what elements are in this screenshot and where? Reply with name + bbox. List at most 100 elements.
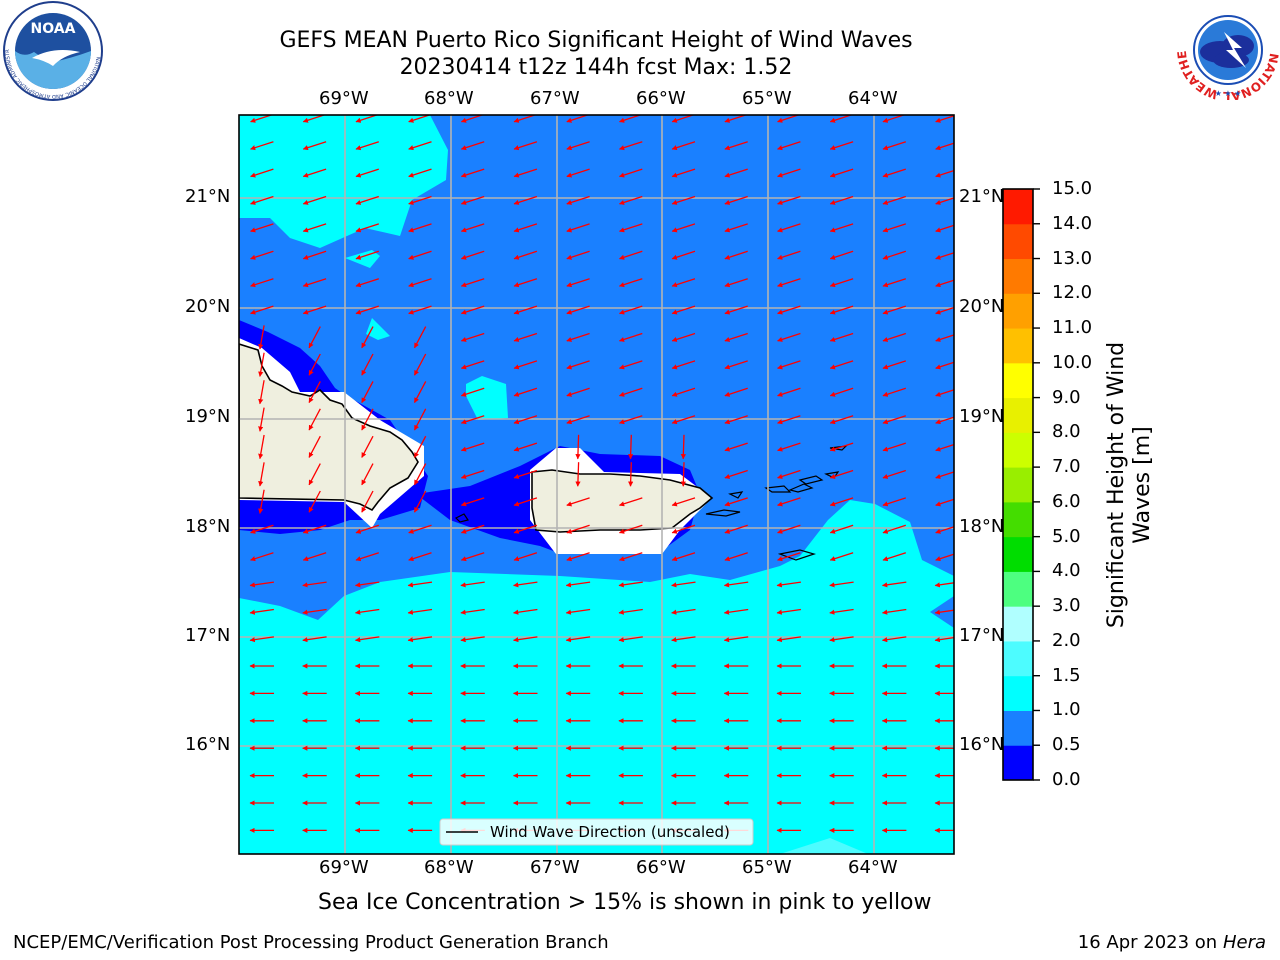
lon-label-top: 66°W <box>636 88 686 109</box>
wave-direction-arrow <box>250 250 274 260</box>
wave-direction-arrow <box>302 524 327 534</box>
wave-direction-arrow <box>250 141 274 151</box>
colorbar-level <box>1003 640 1033 677</box>
wave-direction-arrow <box>777 141 801 151</box>
wave-direction-arrow <box>829 195 854 205</box>
colorbar-level <box>1003 571 1033 607</box>
wave-direction-arrow <box>723 636 749 643</box>
wave-direction-arrow <box>513 469 538 479</box>
wave-direction-arrow <box>354 608 380 615</box>
chart-title-line2: 20230414 t12z 144h fcst Max: 1.52 <box>399 55 793 80</box>
wave-direction-arrow <box>829 581 854 588</box>
wave-direction-arrow <box>671 552 696 562</box>
lat-label-right: 17°N <box>959 625 1005 646</box>
colorbar-tick-label: 2.0 <box>1052 629 1081 651</box>
wave-direction-arrow <box>777 223 801 233</box>
wave-direction-arrow <box>566 168 590 178</box>
wave-direction-arrow <box>724 168 748 178</box>
wave-direction-arrow <box>460 278 485 288</box>
wave-direction-arrow <box>408 223 432 233</box>
wave-direction-arrow <box>934 582 954 588</box>
wave-direction-arrow <box>413 381 427 404</box>
wave-direction-arrow <box>777 360 801 370</box>
wave-direction-arrow <box>723 608 749 615</box>
colorbar-level <box>1003 536 1033 572</box>
wave-direction-arrow <box>829 524 854 534</box>
wave-direction-arrow <box>881 581 907 588</box>
wave-direction-arrow <box>361 490 374 513</box>
wave-direction-arrow <box>619 223 643 233</box>
wave-direction-arrow <box>934 636 954 643</box>
wave-direction-arrow <box>619 168 643 178</box>
svg-text:★ ★ ★: ★ ★ ★ <box>1215 89 1242 98</box>
wave-direction-arrow <box>724 250 748 260</box>
wave-direction-arrow <box>935 443 954 452</box>
wave-direction-arrow <box>829 332 854 342</box>
colorbar-tick-label: 5.0 <box>1052 525 1081 547</box>
wave-direction-arrow <box>776 608 801 615</box>
wave-direction-arrow <box>882 332 907 342</box>
wave-direction-arrow <box>355 168 380 178</box>
wave-direction-arrow <box>302 552 327 562</box>
colorbar-tick-label: 3.0 <box>1052 595 1081 617</box>
lon-label-top: 68°W <box>424 88 474 109</box>
wave-direction-arrow <box>724 497 748 507</box>
wave-direction-arrow <box>619 332 643 342</box>
wave-direction-arrow <box>513 581 538 588</box>
island-st-croix <box>777 549 817 561</box>
lat-label-right: 21°N <box>959 186 1005 207</box>
colorbar-label: Significant Height of Wind Waves [m] <box>1104 190 1156 780</box>
colorbar-frame <box>1002 188 1034 781</box>
footer-right: 16 Apr 2023 on Hera <box>1078 932 1266 953</box>
wave-direction-arrow <box>413 353 427 376</box>
wave-direction-arrow <box>258 352 265 377</box>
wave-direction-arrow <box>361 408 374 431</box>
wave-direction-arrow <box>566 387 590 397</box>
wave-direction-arrow <box>302 141 327 151</box>
wave-direction-arrow <box>250 278 274 288</box>
wave-direction-arrow <box>513 442 538 452</box>
wave-direction-arrow <box>934 609 954 615</box>
wave-direction-arrow <box>258 462 265 487</box>
noaa-logo: NOAA NATIONAL OCEANIC AND ATMOSPHERIC AD… <box>0 0 104 102</box>
wave-direction-arrow <box>258 325 265 350</box>
wave-direction-arrow <box>882 497 907 507</box>
wave-direction-arrow <box>618 636 643 643</box>
colorbar-tick-label: 7.0 <box>1052 456 1081 478</box>
colorbar-tick-label: 4.0 <box>1052 560 1081 582</box>
wave-direction-arrow <box>671 223 696 233</box>
wave-direction-arrow <box>408 195 432 205</box>
wave-direction-arrow <box>671 168 696 178</box>
wave-direction-arrow <box>777 415 801 425</box>
wave-direction-arrow <box>361 435 374 458</box>
wave-direction-arrow <box>777 387 801 397</box>
wave-direction-arrow <box>724 195 748 205</box>
wave-direction-arrow <box>249 608 274 615</box>
lat-label-left: 17°N <box>185 625 231 646</box>
wave-direction-arrow <box>935 115 954 123</box>
colorbar-tick-label: 13.0 <box>1052 247 1093 269</box>
wave-direction-arrow <box>308 490 321 513</box>
wave-direction-arrow <box>302 305 327 315</box>
lon-label-bottom: 64°W <box>848 857 898 878</box>
wave-direction-arrow <box>250 305 274 315</box>
wave-direction-arrow <box>935 471 954 479</box>
wave-direction-arrow <box>566 552 590 562</box>
wave-direction-arrow <box>513 305 538 315</box>
wave-direction-arrow <box>671 608 696 615</box>
wave-direction-arrow <box>671 497 696 507</box>
lat-label-left: 20°N <box>185 296 231 317</box>
wave-direction-arrow <box>882 415 907 425</box>
colorbar-level <box>1003 258 1033 294</box>
wave-direction-arrow <box>881 608 907 615</box>
colorbar-level <box>1003 675 1033 711</box>
wave-direction-arrow <box>566 497 590 507</box>
wave-direction-arrow <box>308 463 321 486</box>
wave-direction-arrow <box>935 334 954 342</box>
wave-direction-arrow <box>355 552 380 562</box>
wave-direction-arrow <box>413 435 427 458</box>
colorbar-level <box>1003 328 1033 364</box>
wave-direction-arrow <box>513 332 538 342</box>
wave-direction-arrow <box>460 168 485 178</box>
lat-label-left: 16°N <box>185 734 231 755</box>
